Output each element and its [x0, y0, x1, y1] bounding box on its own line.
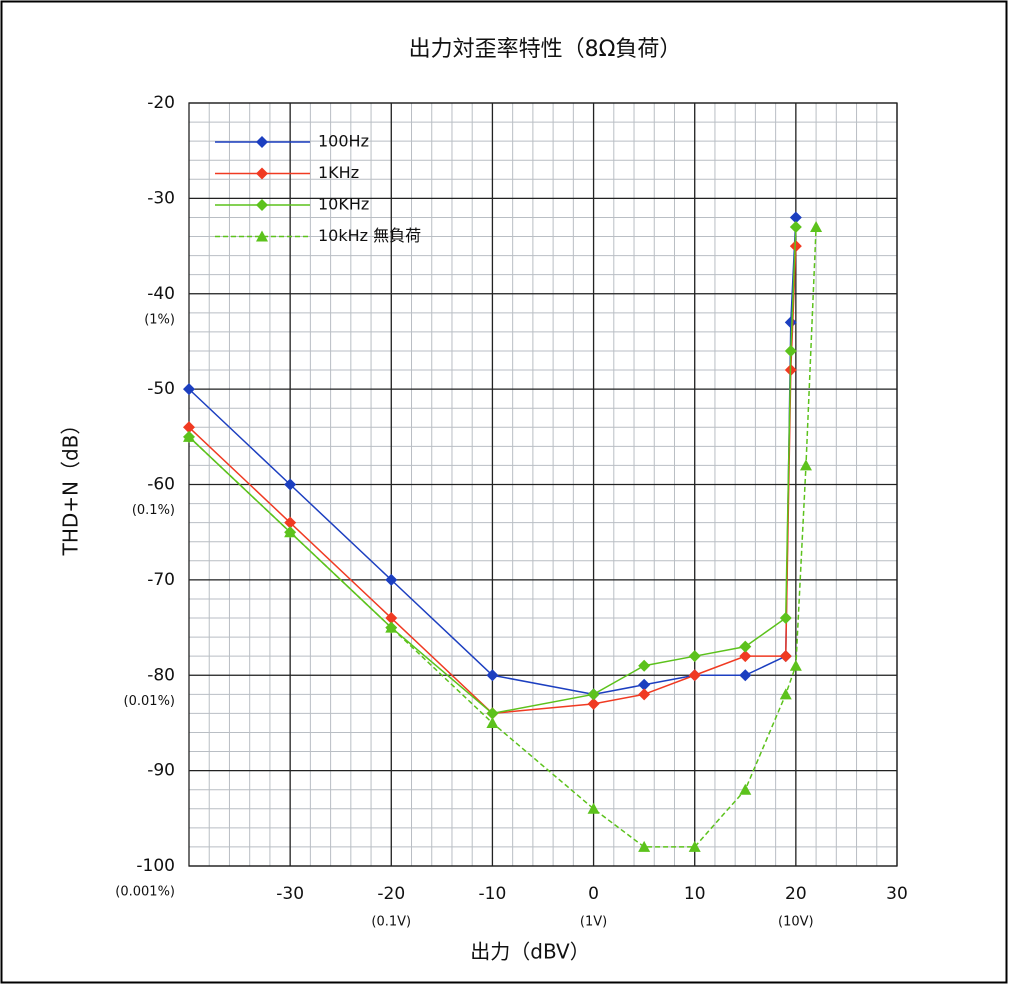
marker [486, 707, 499, 720]
marker [688, 840, 701, 852]
x-tick-label: -30 [276, 884, 304, 904]
marker [784, 344, 797, 357]
marker [587, 688, 600, 701]
marker [810, 220, 823, 232]
x-tick-label: 10 [684, 884, 706, 904]
plot-border [188, 102, 898, 867]
y-tick-label: -40 [147, 284, 175, 304]
x-tick-label: 30 [886, 884, 908, 904]
marker [638, 840, 651, 852]
marker [688, 650, 701, 663]
y-sublabel: (1%) [144, 312, 175, 327]
y-tick-label: -30 [147, 188, 175, 208]
marker [385, 621, 398, 633]
marker [789, 220, 802, 233]
marker [284, 478, 297, 491]
x-sublabel: (1V) [580, 915, 607, 930]
chart-title: 出力対歪率特性（8Ω負荷） [409, 37, 682, 62]
marker [587, 697, 600, 710]
x-axis-label: 出力（dBV） [470, 940, 589, 964]
marker [799, 459, 812, 471]
marker [486, 669, 499, 682]
y-sublabel: (0.01%) [124, 694, 175, 709]
x-sublabel: (0.1V) [371, 915, 411, 930]
marker [638, 659, 651, 672]
legend-label: 1KHz [318, 163, 359, 182]
marker [789, 211, 802, 224]
marker [183, 421, 195, 434]
y-tick-label: -80 [147, 665, 175, 685]
y-tick-label: -20 [147, 93, 175, 113]
marker [486, 716, 499, 728]
marker [789, 659, 802, 671]
marker [183, 430, 195, 442]
marker [789, 240, 802, 253]
marker [739, 669, 752, 682]
x-tick-label: -10 [479, 884, 507, 904]
legend-marker [256, 199, 268, 211]
x-tick-label: 0 [588, 884, 599, 904]
marker [638, 678, 651, 691]
y-tick-label: -70 [147, 570, 175, 590]
marker [385, 573, 398, 586]
series-line [188, 226, 817, 848]
y-tick-label: -100 [136, 856, 175, 876]
marker [779, 612, 792, 625]
legend-label: 10kHz 無負荷 [318, 226, 421, 245]
marker [385, 612, 398, 625]
marker [739, 783, 752, 795]
y-sublabel: (0.001%) [115, 885, 175, 900]
y-tick-label: -90 [147, 761, 175, 781]
x-tick-label: 20 [785, 884, 807, 904]
x-sublabel: (10V) [778, 915, 814, 930]
legend-marker [256, 136, 268, 148]
marker [779, 688, 792, 700]
marker [587, 802, 600, 814]
legend-label: 100Hz [318, 132, 369, 151]
marker [739, 650, 752, 663]
legend-label: 10KHz [318, 195, 369, 214]
marker [688, 669, 701, 682]
y-tick-label: -60 [147, 475, 175, 495]
y-sublabel: (0.1%) [132, 503, 175, 518]
legend-marker [256, 167, 268, 180]
marker [784, 316, 797, 329]
marker [739, 640, 752, 653]
marker [284, 516, 297, 529]
marker [183, 383, 195, 396]
x-tick-label: -20 [377, 884, 405, 904]
y-axis-label: THD+N（dB） [59, 415, 83, 557]
marker [284, 526, 297, 538]
marker [638, 688, 651, 701]
legend-marker [256, 230, 268, 242]
y-tick-label: -50 [147, 379, 175, 399]
marker [779, 650, 792, 663]
